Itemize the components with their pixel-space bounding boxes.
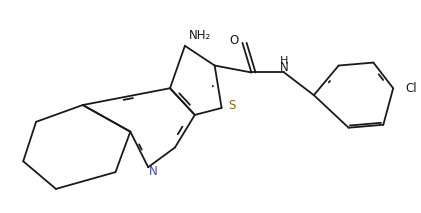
Text: Cl: Cl xyxy=(405,82,416,95)
Text: S: S xyxy=(228,99,236,112)
Text: NH₂: NH₂ xyxy=(188,29,210,42)
Text: N: N xyxy=(149,165,157,178)
Text: H: H xyxy=(280,56,288,66)
Text: N: N xyxy=(280,61,288,74)
Text: O: O xyxy=(229,34,239,47)
